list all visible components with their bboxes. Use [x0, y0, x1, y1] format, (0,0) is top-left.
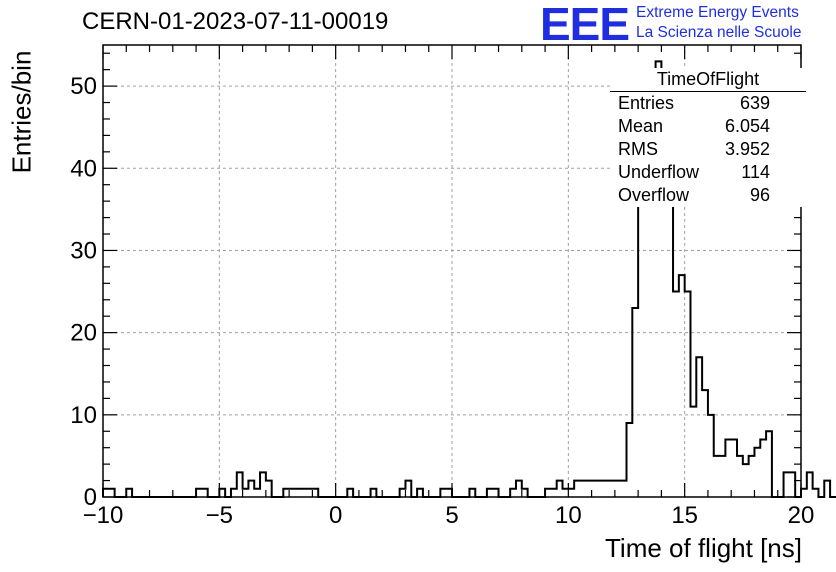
x-tick-label: −10 [83, 502, 124, 529]
logo-caption: Extreme Energy Events La Scienza nelle S… [636, 3, 801, 43]
x-axis-label: Time of flight [ns] [605, 533, 802, 563]
stats-row-entries: Entries 639 [610, 92, 806, 115]
stats-value: 6.054 [724, 116, 770, 136]
y-tick-label: 40 [70, 155, 97, 182]
x-tick-label: 10 [555, 502, 582, 529]
stats-value: 96 [749, 185, 770, 205]
x-tick-label: 0 [329, 502, 342, 529]
stats-label: Mean [618, 116, 664, 136]
stats-label: Overflow [618, 185, 690, 205]
x-tick-label: 5 [445, 502, 458, 529]
histogram-series-line [102, 60, 836, 498]
stats-box: TimeOfFlight Entries 639 Mean 6.054 RMS … [610, 68, 806, 207]
logo-line-2: La Scienza nelle Scuole [636, 24, 802, 41]
x-tick-label: 20 [788, 502, 815, 529]
stats-row-rms: RMS 3.952 [610, 138, 806, 161]
x-tick-label: −5 [206, 502, 233, 529]
y-tick-label: 20 [70, 320, 97, 347]
stats-value: 3.952 [724, 139, 770, 159]
stats-title: TimeOfFlight [610, 68, 806, 92]
x-tick-label: 15 [671, 502, 698, 529]
y-tick-label: 30 [70, 237, 97, 264]
stats-row-overflow: Overflow 96 [610, 184, 806, 207]
logo-line-1: Extreme Energy Events [636, 4, 799, 21]
y-tick-label: 10 [70, 402, 97, 429]
stats-value: 639 [739, 93, 770, 113]
y-tick-label: 0 [84, 484, 97, 511]
eee-logo: EEE [540, 0, 630, 50]
run-title: CERN-01-2023-07-11-00019 [82, 8, 389, 35]
stats-row-underflow: Underflow 114 [610, 161, 806, 184]
stats-label: Entries [618, 93, 675, 113]
stats-value: 114 [741, 162, 770, 182]
stats-label: RMS [618, 139, 658, 159]
y-tick-label: 50 [70, 73, 97, 100]
stats-label: Underflow [618, 162, 700, 182]
stats-row-mean: Mean 6.054 [610, 115, 806, 138]
